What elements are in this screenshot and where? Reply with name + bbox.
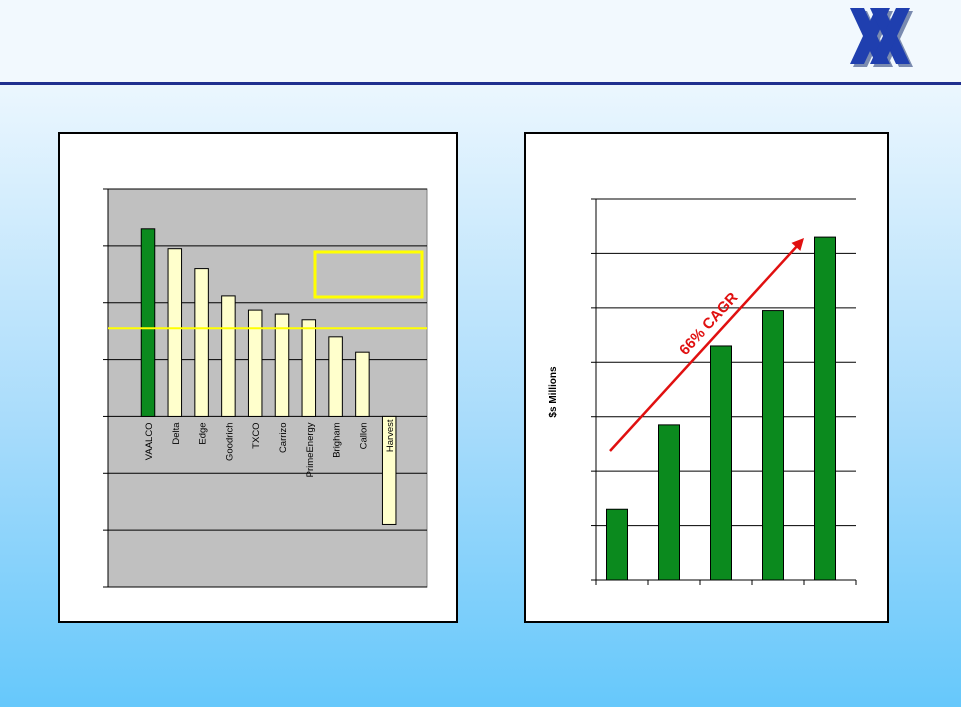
bar bbox=[328, 336, 343, 417]
y-axis-label: $s Millions bbox=[548, 366, 559, 418]
bar bbox=[658, 424, 680, 581]
category-label: Callon bbox=[358, 422, 369, 449]
category-label: PrimeEnergy bbox=[305, 422, 316, 477]
bar bbox=[247, 309, 263, 417]
bar bbox=[301, 319, 317, 417]
highlight-box bbox=[313, 250, 424, 299]
category-label: Brigham bbox=[332, 422, 343, 457]
cagr-arrow bbox=[609, 244, 799, 452]
category-label: Carrizo bbox=[278, 422, 289, 453]
peer-comparison-panel: VAALCO Delta Edge Goodrich TXCO Carrizo PrimeE… bbox=[58, 132, 458, 623]
bar bbox=[167, 248, 183, 417]
bar bbox=[814, 236, 836, 581]
cagr-arrowhead bbox=[791, 238, 804, 251]
bar bbox=[762, 310, 784, 581]
category-label: Goodrich bbox=[224, 422, 235, 461]
logo-mark bbox=[850, 8, 910, 64]
bar bbox=[381, 415, 397, 525]
category-label: Harvest bbox=[385, 419, 396, 452]
bar bbox=[710, 345, 732, 581]
plot-area bbox=[107, 188, 428, 588]
bar bbox=[221, 295, 236, 417]
bar bbox=[606, 508, 628, 581]
peer-comparison-chart: VAALCO Delta Edge Goodrich TXCO Carrizo PrimeE… bbox=[103, 188, 428, 588]
bar bbox=[194, 268, 209, 417]
category-label: TXCO bbox=[251, 422, 262, 448]
category-label: Edge bbox=[198, 422, 209, 444]
category-label: Delta bbox=[171, 422, 182, 445]
growth-chart-panel: $s Millions 66% CAGR bbox=[524, 132, 889, 623]
bar bbox=[140, 228, 156, 417]
double-x-logo-icon bbox=[850, 8, 913, 67]
header-rule bbox=[0, 82, 961, 85]
bar bbox=[355, 351, 370, 417]
bar bbox=[274, 313, 290, 417]
category-label: VAALCO bbox=[144, 422, 155, 460]
header-band bbox=[0, 0, 961, 82]
